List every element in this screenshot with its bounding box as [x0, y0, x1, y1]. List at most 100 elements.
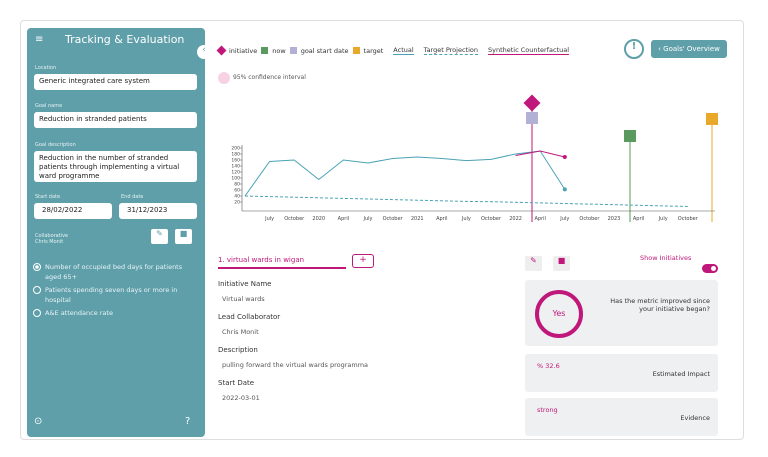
- x-tick-label: October: [579, 216, 600, 222]
- legend-swatch: [352, 47, 360, 54]
- y-tick-label: 180: [231, 152, 240, 158]
- menu-icon[interactable]: ≡: [35, 34, 44, 45]
- overview-button[interactable]: ‹ Goals' Overview: [651, 40, 727, 58]
- x-tick-label: October: [481, 216, 502, 222]
- y-tick-label: 60: [234, 188, 240, 194]
- y-tick-label: 140: [231, 164, 240, 170]
- edit-button[interactable]: ✎: [525, 256, 542, 271]
- toggle-label: Show Initiatives: [640, 254, 692, 262]
- card: Yes Has the metric improved since your in…: [525, 280, 718, 346]
- input[interactable]: Reduction in stranded patients: [34, 112, 197, 128]
- label: Goal description: [35, 142, 76, 148]
- legend-label: goal start date: [300, 46, 349, 55]
- card: strong Evidence: [525, 398, 718, 436]
- toggle[interactable]: [702, 264, 718, 273]
- card: % 32.6 Estimated Impact: [525, 354, 718, 392]
- x-tick-label: October: [284, 216, 305, 222]
- help-icon[interactable]: ?: [185, 416, 191, 427]
- x-tick-label: 2022: [509, 216, 522, 222]
- label: Goal name: [35, 103, 63, 109]
- ci-label: 95% confidence interval: [233, 74, 306, 81]
- field-value: Virtual wards: [222, 295, 265, 303]
- x-tick-label: October: [678, 216, 699, 222]
- button-label: Goals' Overview: [663, 45, 720, 53]
- y-tick-label: 20: [234, 200, 240, 206]
- x-tick-label: 2020: [312, 216, 325, 222]
- series-line: [515, 150, 565, 158]
- option[interactable]: Number of occupied bed days for patients…: [33, 262, 198, 282]
- collapse-button[interactable]: ‹: [197, 45, 211, 59]
- delete-button[interactable]: ■: [175, 229, 192, 244]
- options: Number of occupied bed days for patients…: [33, 262, 198, 321]
- collaborator: Chris Monit: [35, 239, 64, 245]
- legend-swatch: [216, 45, 227, 56]
- x-tick-label: April: [633, 216, 644, 222]
- series-line: [244, 150, 566, 197]
- input[interactable]: Generic integrated care system: [34, 74, 197, 90]
- option-label: A&E attendance rate: [45, 309, 113, 317]
- end-point: [562, 187, 567, 192]
- option-label: Number of occupied bed days for patients…: [45, 263, 183, 281]
- field-value: 2022-03-01: [222, 394, 260, 402]
- initiative-tab[interactable]: 1. virtual wards in wigan: [218, 256, 346, 269]
- field-label: Description: [218, 346, 258, 354]
- edit-button[interactable]: ✎: [151, 229, 168, 244]
- option-label: Patients spending seven days or more in …: [45, 286, 178, 304]
- field-value: Chris Monit: [222, 328, 259, 336]
- x-tick-label: 2021: [411, 216, 424, 222]
- fields: Initiative Name Virtual wards Lead Collabo…: [218, 280, 508, 412]
- end-point: [562, 155, 567, 159]
- delete-button[interactable]: ■: [553, 256, 570, 271]
- legend-line: Synthetic Counterfactual: [488, 46, 570, 55]
- alert-icon[interactable]: !: [624, 39, 644, 59]
- legend-label: initiative: [229, 46, 258, 55]
- radio[interactable]: [33, 263, 41, 271]
- card-badge: Yes: [535, 290, 583, 338]
- x-tick-label: April: [534, 216, 545, 222]
- add-button[interactable]: +: [352, 254, 374, 268]
- y-tick-label: 100: [231, 176, 240, 182]
- x-tick-label: April: [436, 216, 447, 222]
- textarea[interactable]: Reduction in the number of stranded pati…: [34, 151, 197, 182]
- target-marker: [706, 113, 718, 125]
- radio[interactable]: [33, 309, 41, 317]
- field-label: Initiative Name: [218, 280, 272, 288]
- legend-label: target: [363, 46, 384, 55]
- date-input[interactable]: 31/12/2023: [119, 203, 197, 219]
- x-tick-label: July: [461, 216, 471, 222]
- now-marker: [624, 130, 636, 142]
- x-tick-label: July: [658, 216, 668, 222]
- frame: [20, 20, 744, 440]
- y-tick-label: 200: [231, 146, 240, 152]
- initiative-marker[interactable]: [523, 94, 541, 112]
- download-icon[interactable]: ⊙: [34, 416, 43, 427]
- x-tick-label: April: [338, 216, 349, 222]
- sidebar: ≡ Tracking & Evaluation Location Generic…: [27, 28, 205, 437]
- x-tick-label: October: [383, 216, 404, 222]
- card-text: Evidence: [680, 414, 710, 422]
- ci-swatch: [218, 72, 230, 84]
- field-label: Start Date: [218, 379, 255, 387]
- y-tick-label: 160: [231, 158, 240, 164]
- legend: initiative now goal start date target Actual…: [216, 45, 570, 56]
- card-text: Estimated Impact: [652, 370, 710, 378]
- radio[interactable]: [33, 286, 41, 294]
- legend-label: now: [272, 46, 286, 55]
- x-tick-label: July: [559, 216, 569, 222]
- field-value: pulling forward the virtual wards progra…: [222, 361, 369, 369]
- legend-line: Actual: [393, 46, 414, 55]
- y-tick-label: 80: [234, 182, 240, 188]
- goal-start-marker: [526, 112, 538, 124]
- card-badge: % 32.6: [537, 362, 560, 370]
- option[interactable]: A&E attendance rate: [33, 308, 198, 318]
- cards: Yes Has the metric improved since your in…: [525, 280, 718, 442]
- date-input[interactable]: 28/02/2022: [34, 203, 112, 219]
- x-tick-label: 2023: [608, 216, 621, 222]
- legend-swatch: [261, 47, 269, 54]
- series-line: [244, 195, 688, 207]
- option[interactable]: Patients spending seven days or more in …: [33, 285, 198, 305]
- label: End date: [121, 194, 144, 200]
- label: Location: [35, 65, 57, 71]
